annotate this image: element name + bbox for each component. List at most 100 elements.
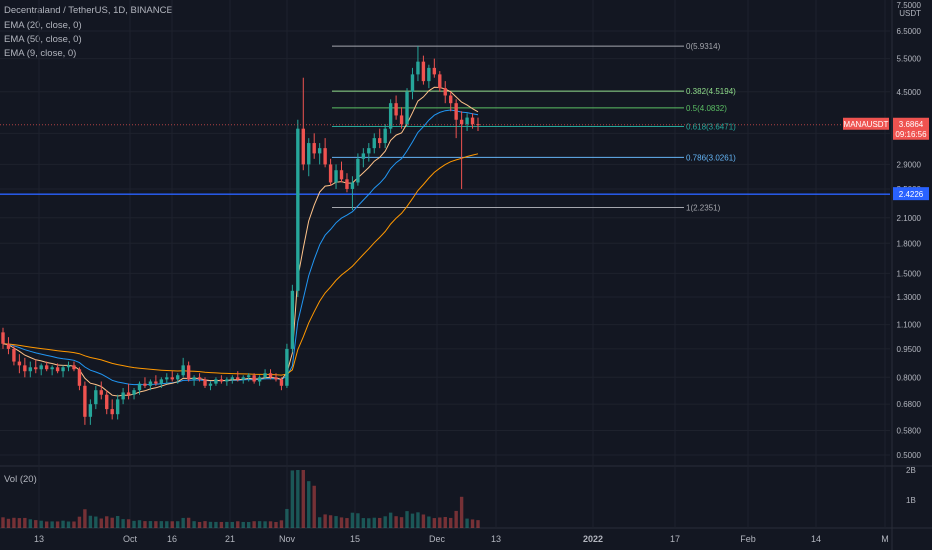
price-tick: 7.5000 [897,1,922,10]
volume-bar [388,512,393,528]
candle-body [148,381,153,386]
volume-bar [28,519,32,528]
candle-body [225,379,229,382]
time-tick: 2022 [583,534,603,544]
price-tick: 1.1000 [897,321,922,330]
volume-bar [50,521,54,528]
candle-body [165,377,169,380]
countdown-text: 09:16:56 [895,130,927,139]
candle-body [454,103,458,120]
volume-bar [165,521,169,528]
candle-body [361,153,366,159]
indicator-ema9[interactable]: EMA (9, close, 0) [4,48,77,59]
fibonacci-levels: 0(5.9314) 0.382(4.5194) 0.5(4.0832) 0.618(3… [332,42,736,212]
volume-bar [290,470,295,528]
candle-body [427,67,431,82]
volume-bar [410,513,415,528]
ema-lines [2,86,479,397]
candle-body [110,409,114,415]
volume-bar [476,520,480,528]
candle-body [274,377,278,380]
candle-body [181,365,185,376]
volume-bar [459,496,464,528]
volume-bar [432,518,437,528]
indicator-ema20[interactable]: EMA (20, close, 0) [4,20,82,31]
candle-body [154,381,158,384]
volume-bar [465,518,469,528]
volume-bar [334,516,338,528]
candle-body [219,379,224,382]
candle-body [317,148,322,154]
candle-body [388,103,393,129]
candle-body [6,343,11,349]
volume-bar [110,517,114,528]
time-tick: Oct [123,534,138,544]
volume-bar [186,517,191,528]
candle-body [88,404,93,417]
candle-body [34,367,38,370]
symbol-badge-text: MANAUSDT [844,120,889,129]
volume-tick: 2B [906,466,916,475]
ema9-line [2,86,479,397]
volume-bar [170,521,174,528]
time-tick: 16 [167,534,177,544]
volume-bar [94,516,98,528]
volume-bar [394,516,398,528]
volume-bar [44,521,49,528]
candle-body [367,148,371,154]
indicator-ema50[interactable]: EMA (50, close, 0) [4,34,82,45]
candle-body [28,367,32,372]
candle-body [44,365,49,370]
candle-body [137,383,142,391]
volume-bar [137,520,142,528]
candle-body [236,377,240,380]
last-price-badge [893,117,929,140]
time-tick: Feb [740,534,756,544]
volume-bar [241,521,245,528]
candle-body [290,290,295,349]
candle-body [459,119,464,125]
price-tick: 0.6800 [897,400,922,409]
volume-bar [154,521,158,528]
candle-body [214,379,218,384]
candle-body [39,365,43,370]
candle-body [323,148,327,165]
candle-body [268,373,273,378]
candle-body [23,365,27,372]
volume-bar [77,516,82,528]
candle-body [246,375,251,378]
volume-bar [383,516,387,528]
time-tick: 13 [34,534,44,544]
candle-body [339,170,344,180]
volume-indicator-label[interactable]: Vol (20) [4,474,37,485]
price-tick: 0.9500 [897,345,922,354]
candle-body [121,392,125,400]
volume-bar [279,520,284,528]
fib-label: 0(5.9314) [686,42,721,51]
volume-bar [1,517,5,528]
candle-body [94,390,98,405]
volume-bar [148,521,153,528]
volume-bar [356,513,360,528]
hline-badge [893,187,929,201]
volume-bar [274,521,278,528]
candle-body [350,182,355,189]
candle-body [241,377,245,380]
volume-bar [72,521,76,528]
candle-body [465,117,469,125]
candle-body [263,373,267,378]
candle-body [170,377,174,380]
volume-bar [246,521,251,528]
volume-bar [367,518,371,528]
price-tick: 0.5000 [897,451,922,460]
time-tick: 14 [811,534,821,544]
candle-body [50,367,54,370]
symbol-badge [843,117,889,130]
price-tick: 4.5000 [897,88,922,97]
volume-bars [1,470,480,528]
candle-body [312,143,316,154]
volume-bar [438,517,442,528]
candle-body [61,367,65,372]
candle-body [432,67,437,75]
